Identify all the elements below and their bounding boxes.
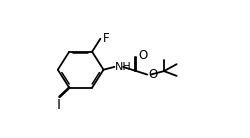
Text: O: O xyxy=(148,67,158,81)
Text: I: I xyxy=(56,98,60,112)
Text: O: O xyxy=(138,49,147,62)
Text: F: F xyxy=(103,32,109,45)
Text: NH: NH xyxy=(115,62,132,72)
